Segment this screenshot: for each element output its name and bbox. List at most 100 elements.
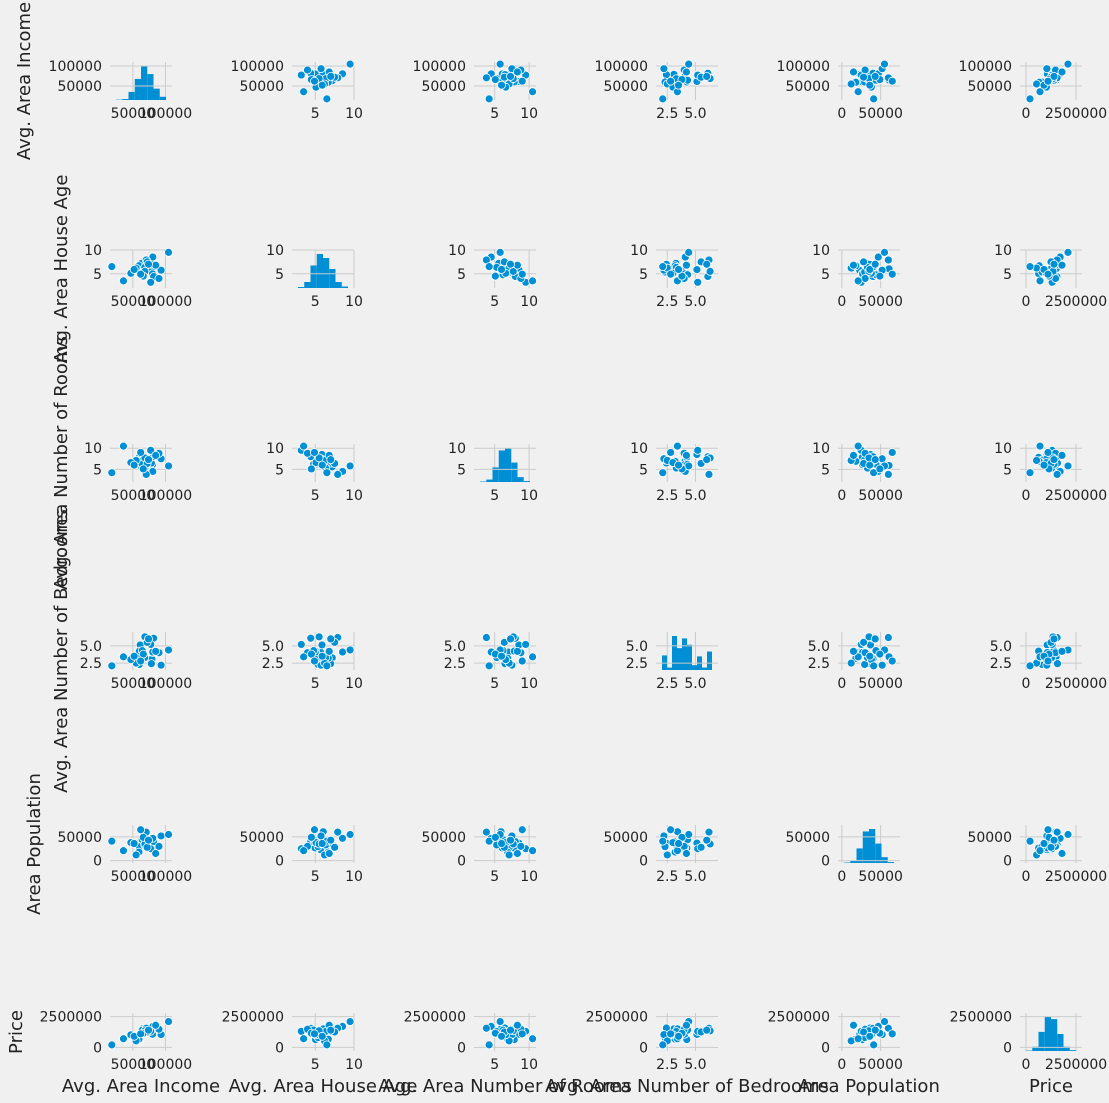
scatter-point [693,445,703,455]
scatter-point [164,1017,173,1026]
scatter-point [296,640,306,649]
scatter-point [702,835,712,845]
scatter-point [673,441,682,451]
scatter-point [666,448,676,457]
x-tick-label: 0 [1022,869,1031,885]
y-tick-label: 100000 [231,59,284,75]
scatter-point [1032,79,1041,89]
x-tick-label: 5 [490,488,499,504]
scatter-point [887,1029,897,1039]
scatter-point [303,65,312,75]
panel-3-1: 5 10 2.55.0 [262,632,363,692]
panel-4-5: 0 2500000 0 50000 [967,825,1107,885]
histogram-bar [153,88,160,100]
x-tick-label: 5 [311,676,320,692]
scatter-point [322,661,332,671]
scatter-point [338,647,347,657]
scatter-point [658,94,668,104]
scatter-point [1049,455,1059,465]
y-tick-label: 100000 [49,59,102,75]
scatter-point [853,652,863,662]
histogram-bar [1032,1046,1039,1051]
scatter-point [528,87,537,97]
x-tick-label: 10 [345,488,363,504]
scatter-point [138,464,148,474]
scatter-point [1049,72,1059,81]
panel-2-4: 0 50000 5 10 [812,441,903,504]
x-tick-label: 2500000 [1045,676,1107,692]
scatter-point [513,849,522,858]
scatter-point [658,468,668,478]
x-tick-label: 50000 [858,106,903,122]
histogram-bar [692,665,697,670]
scatter-point [1039,839,1049,848]
y-tick-label: 100000 [595,59,648,75]
scatter-point [702,259,712,269]
scatter-point [684,59,694,69]
scatter-point [156,265,166,275]
y-tick-label: 2500000 [40,1010,102,1026]
x-tick-label: 5 [490,676,499,692]
scatter-point [704,827,714,837]
scatter-point [883,469,893,479]
scatter-point [702,72,712,81]
scatter-point [151,646,161,656]
scatter-point [136,656,146,666]
scatter-point [1052,827,1062,837]
scatter-point [146,659,156,669]
panel-3-4: 0 50000 2.55.0 [808,632,903,692]
y-tick-label: 10 [994,243,1012,259]
histogram-bar [505,448,512,482]
scatter-point [317,651,327,661]
x-axis-label: Avg. Area Income [62,1076,220,1097]
y-tick-label: 5 [639,462,648,478]
scatter-point [696,842,706,852]
scatter-point [1043,76,1053,86]
y-tick-label: 5 [1003,462,1012,478]
scatter-point [692,265,702,275]
scatter-point [504,850,514,860]
y-axis-label: Price [6,1010,27,1054]
panel-2-5: 0 2500000 5 10 [994,441,1107,504]
histogram-bar [498,450,505,482]
scatter-point [129,265,139,274]
scatter-point [296,70,306,80]
y-tick-label: 100000 [413,59,466,75]
x-tick-label: 2.5 [656,676,678,692]
scatter-point [497,265,506,274]
y-tick-label: 50000 [57,79,102,95]
scatter-point [154,274,164,283]
scatter-point [517,825,527,835]
scatter-point [883,633,893,642]
scatter-point [495,247,505,257]
scatter-point [1035,87,1045,97]
x-tick-label: 5 [311,488,320,504]
scatter-point [875,271,885,281]
scatter-point [481,73,491,83]
y-tick-label: 5 [275,267,284,283]
x-tick-label: 5 [311,1057,320,1073]
x-tick-label: 2.5 [656,869,678,885]
y-tick-label: 10 [84,441,102,457]
scatter-point [154,841,164,851]
x-tick-label: 10 [345,869,363,885]
scatter-point [119,1034,128,1044]
scatter-point [870,634,880,644]
scatter-point [666,1029,676,1039]
scatter-point [880,59,889,69]
histogram-bar [677,648,682,670]
y-tick-label: 10 [630,243,648,259]
x-tick-label: 50000 [858,676,903,692]
scatter-point [119,652,128,662]
scatter-point [869,94,879,104]
scatter-point [136,269,146,279]
panel-4-4: 0 50000 0 50000 [785,825,903,885]
x-tick-label: 100000 [139,106,192,122]
scatter-point [333,469,343,479]
scatter-point [1043,269,1053,279]
scatter-point [666,825,676,835]
scatter-point [1057,260,1067,270]
scatter-point [506,72,515,81]
